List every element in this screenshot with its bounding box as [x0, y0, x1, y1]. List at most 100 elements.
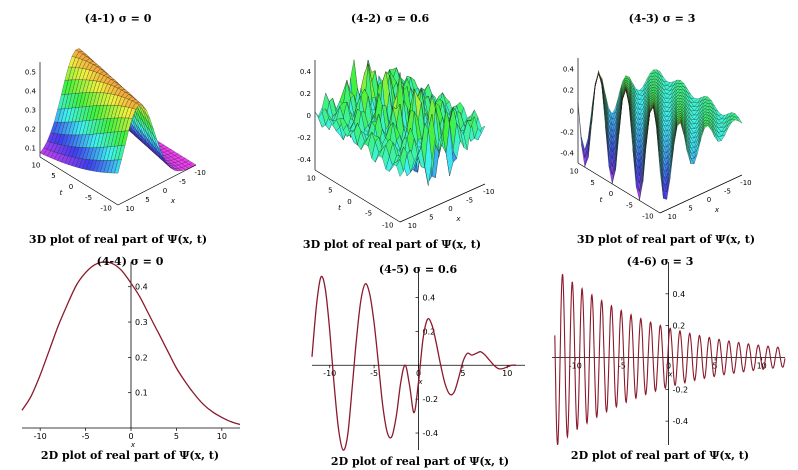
s2-surface-cell	[396, 159, 404, 177]
s1-z-tick-label: 0.1	[25, 145, 36, 153]
caption-4-6: 2D plot of real part of Ψ(x, t)	[570, 449, 750, 462]
s2-t-tick-label: 5	[328, 186, 332, 194]
s1-surface-group	[39, 48, 197, 174]
caption-4-2: 3D plot of real part of Ψ(x, t)	[302, 238, 482, 251]
s2-t-axis	[314, 169, 401, 223]
s3-x-tick-label: 0	[707, 196, 711, 204]
s2-x-tick-label: -10	[483, 188, 494, 196]
p6-x-tick-label: 5	[713, 361, 718, 370]
s2-x-tick-label: 10	[408, 222, 417, 230]
p4-x-tick-label: 10	[217, 432, 227, 441]
s3-x-tick-label: -10	[740, 179, 751, 187]
p6-x-axis-label: x	[667, 370, 673, 378]
s2-z-tick-label: 0.2	[300, 90, 311, 98]
s1-t-axis	[39, 156, 119, 206]
s2-t-tick-label: -10	[382, 221, 393, 229]
s3-x-tick-label: 5	[688, 205, 692, 213]
s1-x-axis-label: x	[170, 197, 176, 205]
p6-series-line	[554, 274, 786, 445]
s3-x-axis-label: x	[714, 206, 720, 214]
s1-x-tick-label: 10	[125, 205, 134, 213]
p6-y-tick-label: 0.4	[673, 290, 686, 299]
s1-x-tick-label: -5	[179, 178, 186, 186]
p5-y-tick-label: -0.4	[423, 429, 439, 438]
caption-4-4: 2D plot of real part of Ψ(x, t)	[40, 449, 220, 462]
s2-t-tick-label: 0	[347, 198, 351, 206]
s2-t-axis-label: t	[338, 204, 341, 212]
s1-z-tick-label: 0.5	[25, 69, 36, 77]
s3-surface-cell	[656, 128, 664, 199]
p4-y-tick-label: 0.1	[135, 389, 148, 398]
s2-surface-group	[314, 59, 486, 186]
panel-title-4-5: (4-5) σ = 0.6	[378, 263, 458, 276]
s3-z-tick-label: 0.2	[563, 87, 574, 95]
p4-y-tick-label: 0.3	[135, 318, 148, 327]
s1-t-tick-label: 10	[31, 161, 40, 169]
s1-z-tick-label: 0.2	[25, 126, 36, 134]
s3-t-tick-label: 10	[570, 168, 579, 176]
p5-y-tick-label: -0.2	[423, 395, 439, 404]
s2-x-axis	[399, 183, 486, 223]
s2-x-axis-label: x	[455, 215, 461, 223]
s3-z-tick-label: 0.4	[563, 66, 575, 74]
s3-z-tick-label: 0	[570, 108, 574, 116]
p5-x-tick-label: -10	[323, 369, 336, 378]
p5-x-tick-label: 10	[502, 369, 512, 378]
p5-x-tick-label: 0	[416, 369, 421, 378]
p4-x-axis-label: x	[130, 441, 136, 449]
s1-x-axis	[117, 164, 197, 206]
p6-x-tick-label: 0	[666, 361, 671, 370]
s1-t-tick-label: -5	[85, 194, 92, 202]
p4-x-tick-label: 5	[174, 432, 179, 441]
s3-t-axis	[577, 162, 661, 214]
s2-z-tick-label: -0.4	[297, 156, 311, 164]
s1-t-axis-label: t	[60, 189, 63, 197]
caption-4-3: 3D plot of real part of Ψ(x, t)	[576, 233, 756, 246]
s2-x-tick-label: 5	[429, 214, 433, 222]
s1-x-tick-label: 0	[163, 187, 167, 195]
p5-x-axis-label: x	[417, 378, 423, 386]
s1-x-tick-label: -10	[194, 169, 205, 177]
s2-x-tick-label: -5	[466, 196, 473, 204]
s1-z-tick-label: 0.3	[25, 107, 36, 115]
p6-y-tick-label: -0.4	[673, 417, 689, 426]
p5-x-tick-label: -5	[370, 369, 378, 378]
s3-t-axis-label: t	[600, 196, 603, 204]
s1-t-tick-label: 0	[69, 183, 73, 191]
panel-title-4-1: (4-1) σ = 0	[84, 12, 152, 25]
p4-x-tick-label: 0	[128, 432, 133, 441]
s3-t-tick-label: -5	[626, 201, 633, 209]
s3-t-tick-label: 5	[590, 179, 594, 187]
p4-x-tick-label: -5	[82, 432, 90, 441]
p4-y-tick-label: 0.4	[135, 283, 148, 292]
caption-4-5: 2D plot of real part of Ψ(x, t)	[330, 455, 510, 468]
p5-y-tick-label: 0.2	[423, 327, 436, 336]
s1-surface-cell	[114, 159, 122, 174]
s2-t-tick-label: 10	[307, 175, 316, 183]
s3-surface-cell	[591, 71, 599, 124]
panel-title-4-2: (4-2) σ = 0.6	[350, 12, 430, 25]
panel-title-4-4: (4-4) σ = 0	[96, 255, 164, 268]
p5-y-tick-label: 0.4	[423, 293, 436, 302]
s3-x-axis	[659, 174, 743, 214]
panel-title-4-6: (4-6) σ = 3	[626, 255, 694, 268]
s2-z-tick-label: -0.2	[297, 134, 311, 142]
s3-z-tick-label: -0.2	[560, 129, 574, 137]
s1-t-tick-label: -10	[100, 205, 111, 213]
panel-title-4-3: (4-3) σ = 3	[628, 12, 696, 25]
s1-x-tick-label: 5	[145, 196, 149, 204]
p4-series-line	[21, 261, 241, 426]
s3-t-tick-label: 0	[609, 190, 613, 198]
p6-x-tick-label: -5	[618, 361, 626, 370]
caption-4-1: 3D plot of real part of Ψ(x, t)	[28, 233, 208, 246]
p4-x-tick-label: -10	[34, 432, 47, 441]
p5-x-tick-label: 5	[460, 369, 465, 378]
s2-x-tick-label: 0	[448, 205, 452, 213]
p6-y-tick-label: 0.2	[673, 322, 686, 331]
s1-z-tick-label: 0.4	[25, 88, 37, 96]
s3-z-tick-label: -0.4	[560, 150, 574, 158]
p5-series-line	[311, 275, 517, 451]
s3-surface-group	[577, 69, 743, 201]
s2-z-tick-label: 0.4	[300, 68, 312, 76]
